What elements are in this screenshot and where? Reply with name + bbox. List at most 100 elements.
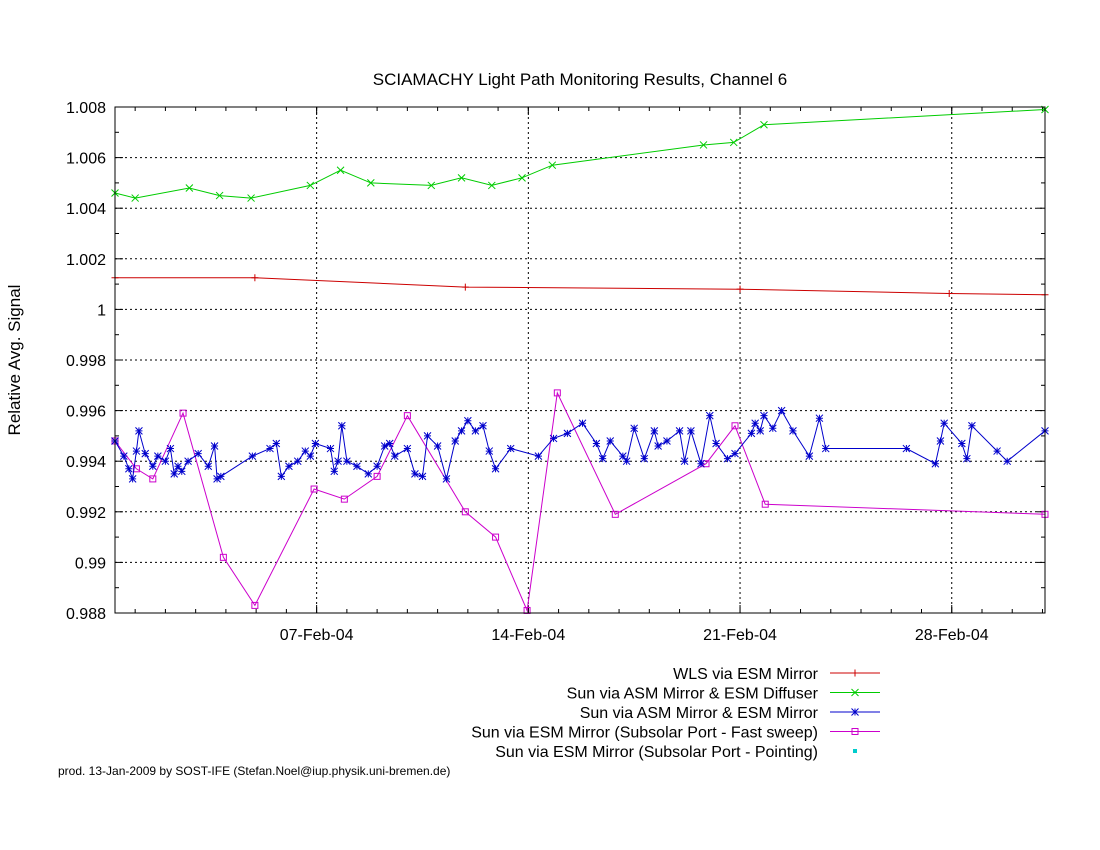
legend-label: Sun via ESM Mirror (Subsolar Port - Fast… bbox=[471, 725, 818, 742]
data-point-plus bbox=[851, 669, 859, 677]
data-point-star bbox=[650, 426, 659, 435]
legend: WLS via ESM Mirror Sun via ASM Mirror & E… bbox=[471, 666, 880, 761]
data-point-cross bbox=[185, 184, 194, 192]
data-point-cross bbox=[548, 161, 557, 170]
data-point-star bbox=[697, 459, 705, 468]
data-point-star bbox=[485, 447, 494, 455]
series-1 bbox=[111, 274, 1049, 299]
data-point-star bbox=[963, 454, 971, 463]
data-point-star bbox=[132, 447, 141, 455]
data-point-square bbox=[403, 412, 411, 420]
data-point-star bbox=[705, 411, 714, 420]
data-point-star bbox=[471, 426, 480, 435]
data-point-star bbox=[364, 469, 373, 478]
data-point-star bbox=[125, 464, 133, 473]
data-point-star bbox=[640, 454, 649, 463]
data-point-star bbox=[747, 429, 756, 438]
data-point-star bbox=[902, 444, 911, 453]
y-tick-label: 1.008 bbox=[66, 100, 106, 117]
data-point-star bbox=[618, 452, 627, 460]
x-tick-label: 07-Feb-04 bbox=[280, 627, 354, 644]
data-point-star bbox=[457, 426, 466, 435]
legend-label: WLS via ESM Mirror bbox=[673, 666, 819, 683]
data-point-star bbox=[184, 457, 192, 466]
data-point-star bbox=[680, 457, 689, 466]
data-point-star bbox=[940, 419, 949, 428]
data-point-star bbox=[293, 457, 302, 466]
data-point-star bbox=[993, 447, 1001, 455]
data-point-star bbox=[285, 462, 293, 471]
data-point-square bbox=[179, 409, 187, 417]
data-point-star bbox=[606, 437, 615, 445]
data-point-star bbox=[423, 432, 432, 440]
data-point-star bbox=[598, 454, 607, 463]
data-point-star bbox=[166, 444, 175, 453]
series-line bbox=[114, 391, 1046, 613]
data-point-star bbox=[821, 444, 830, 453]
data-point-star bbox=[418, 472, 427, 481]
data-point-star bbox=[373, 462, 381, 471]
data-point-star bbox=[768, 424, 777, 433]
production-note: prod. 13-Jan-2009 by SOST-IFE (Stefan.No… bbox=[58, 764, 450, 778]
data-point-star bbox=[217, 472, 225, 481]
data-point-cross bbox=[851, 688, 859, 697]
data-point-cross bbox=[427, 181, 436, 190]
data-point-star bbox=[390, 452, 399, 460]
data-point-star bbox=[442, 475, 451, 483]
data-point-star bbox=[433, 442, 442, 450]
y-tick-label: 0.99 bbox=[75, 555, 106, 572]
legend-label: Sun via ASM Mirror & ESM Mirror bbox=[580, 705, 819, 722]
data-point-star bbox=[135, 426, 143, 435]
data-point-cross bbox=[131, 194, 140, 202]
data-point-star bbox=[777, 406, 786, 415]
data-point-star bbox=[851, 708, 859, 716]
data-point-star bbox=[170, 469, 179, 478]
data-point-square bbox=[149, 475, 157, 483]
data-point-square bbox=[461, 508, 469, 516]
data-point-star bbox=[326, 444, 335, 453]
data-point-star bbox=[630, 424, 639, 433]
data-point-star bbox=[148, 462, 157, 471]
data-point-star bbox=[723, 454, 732, 463]
data-point-dot bbox=[853, 749, 857, 753]
y-tick-label: 0.998 bbox=[66, 353, 106, 370]
data-point-square bbox=[132, 465, 140, 473]
data-point-plus bbox=[461, 283, 469, 291]
x-tick-label: 28-Feb-04 bbox=[915, 627, 989, 644]
data-point-square bbox=[373, 472, 381, 480]
data-point-star bbox=[248, 452, 257, 460]
data-point-cross bbox=[215, 191, 224, 200]
data-point-star bbox=[756, 426, 765, 435]
data-point-star bbox=[403, 444, 412, 453]
data-point-cross bbox=[729, 138, 738, 147]
data-point-star bbox=[330, 467, 339, 476]
data-series bbox=[111, 105, 1049, 614]
data-point-cross bbox=[518, 173, 526, 182]
data-point-star bbox=[311, 439, 320, 448]
data-point-plus bbox=[945, 289, 953, 297]
data-point-square bbox=[492, 533, 500, 541]
data-point-star bbox=[675, 426, 684, 435]
data-point-star bbox=[463, 416, 472, 425]
data-point-cross bbox=[247, 194, 255, 202]
data-point-star bbox=[931, 459, 940, 468]
data-point-square bbox=[340, 495, 348, 503]
data-point-star bbox=[731, 449, 739, 458]
axis-ticks: 0.988 0.99 0.992 0.994 0.996 0.998 1 1.002 1.004… bbox=[66, 100, 1045, 644]
y-tick-label: 0.988 bbox=[66, 606, 106, 623]
data-point-square bbox=[611, 510, 619, 518]
y-tick-label: 1.004 bbox=[66, 201, 106, 218]
plot-frame bbox=[114, 106, 1046, 614]
y-axis-label: Relative Avg. Signal bbox=[5, 285, 24, 436]
data-point-square bbox=[219, 553, 227, 561]
data-point-star bbox=[760, 411, 768, 420]
series-3 bbox=[111, 406, 1049, 483]
y-tick-label: 0.992 bbox=[66, 505, 106, 522]
data-point-square bbox=[731, 422, 739, 430]
legend-label: Sun via ESM Mirror (Subsolar Port - Poin… bbox=[495, 744, 818, 761]
y-tick-label: 1.002 bbox=[66, 252, 106, 269]
data-point-star bbox=[306, 452, 315, 460]
data-point-star bbox=[177, 467, 186, 476]
data-point-star bbox=[411, 469, 419, 478]
data-point-square bbox=[310, 485, 318, 493]
